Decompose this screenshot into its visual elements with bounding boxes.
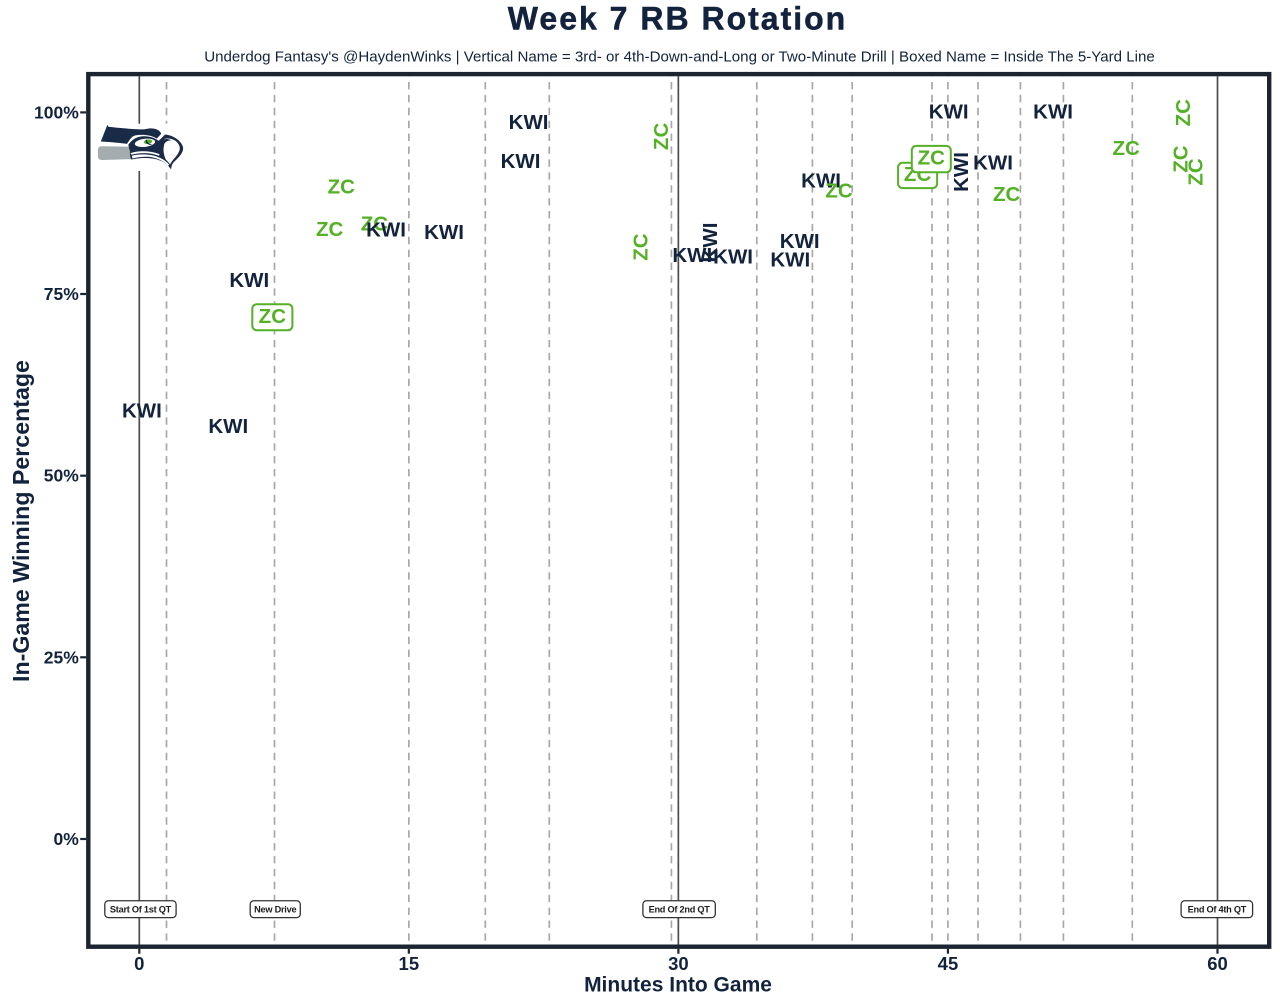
svg-text:0: 0	[134, 953, 144, 974]
svg-text:KWI: KWI	[780, 230, 820, 253]
svg-text:ZC: ZC	[918, 147, 946, 170]
svg-text:KWI: KWI	[699, 223, 722, 263]
svg-text:KWI: KWI	[424, 221, 464, 244]
svg-text:KWI: KWI	[509, 111, 549, 134]
svg-text:ZC: ZC	[316, 218, 344, 241]
svg-text:ZC: ZC	[1113, 137, 1141, 160]
svg-text:ZC: ZC	[328, 176, 356, 199]
svg-text:Minutes Into Game: Minutes Into Game	[584, 974, 772, 997]
svg-text:ZC: ZC	[993, 183, 1021, 206]
svg-text:New Drive: New Drive	[254, 905, 296, 915]
svg-text:KWI: KWI	[501, 150, 541, 173]
svg-text:50%: 50%	[44, 466, 79, 486]
svg-text:KWI: KWI	[1033, 101, 1073, 124]
svg-text:45: 45	[938, 953, 959, 974]
svg-text:100%: 100%	[34, 102, 79, 122]
svg-text:ZC: ZC	[1170, 145, 1193, 173]
svg-text:KWI: KWI	[122, 399, 162, 422]
svg-text:KWI: KWI	[929, 101, 969, 124]
svg-text:60: 60	[1207, 953, 1228, 974]
svg-text:In-Game Winning Percentage: In-Game Winning Percentage	[8, 360, 34, 682]
svg-text:KWI: KWI	[229, 269, 269, 292]
svg-text:Underdog Fantasy's @HaydenWink: Underdog Fantasy's @HaydenWinks | Vertic…	[204, 48, 1155, 65]
svg-text:Week 7 RB Rotation: Week 7 RB Rotation	[508, 1, 847, 37]
svg-text:KWI: KWI	[366, 219, 406, 242]
svg-text:15: 15	[399, 953, 420, 974]
svg-text:KWI: KWI	[672, 244, 712, 267]
svg-text:Start Of 1st QT: Start Of 1st QT	[110, 905, 172, 915]
svg-text:ZC: ZC	[361, 212, 389, 235]
svg-text:KWI: KWI	[950, 152, 973, 192]
svg-text:KWI: KWI	[973, 151, 1013, 174]
svg-text:KWI: KWI	[801, 170, 841, 193]
svg-text:KWI: KWI	[713, 246, 753, 269]
svg-text:ZC: ZC	[650, 123, 673, 151]
svg-text:ZC: ZC	[630, 233, 653, 261]
svg-text:0%: 0%	[54, 829, 80, 849]
svg-text:30: 30	[668, 953, 689, 974]
svg-text:75%: 75%	[44, 284, 79, 304]
svg-text:25%: 25%	[44, 647, 79, 667]
svg-text:KWI: KWI	[208, 415, 248, 438]
svg-text:ZC: ZC	[1184, 158, 1207, 186]
svg-text:ZC: ZC	[825, 180, 853, 203]
svg-text:ZC: ZC	[1172, 99, 1195, 127]
svg-text:ZC: ZC	[259, 305, 287, 328]
svg-text:End Of 2nd QT: End Of 2nd QT	[649, 905, 711, 915]
svg-text:KWI: KWI	[770, 249, 810, 272]
svg-text:End Of 4th QT: End Of 4th QT	[1188, 905, 1247, 915]
